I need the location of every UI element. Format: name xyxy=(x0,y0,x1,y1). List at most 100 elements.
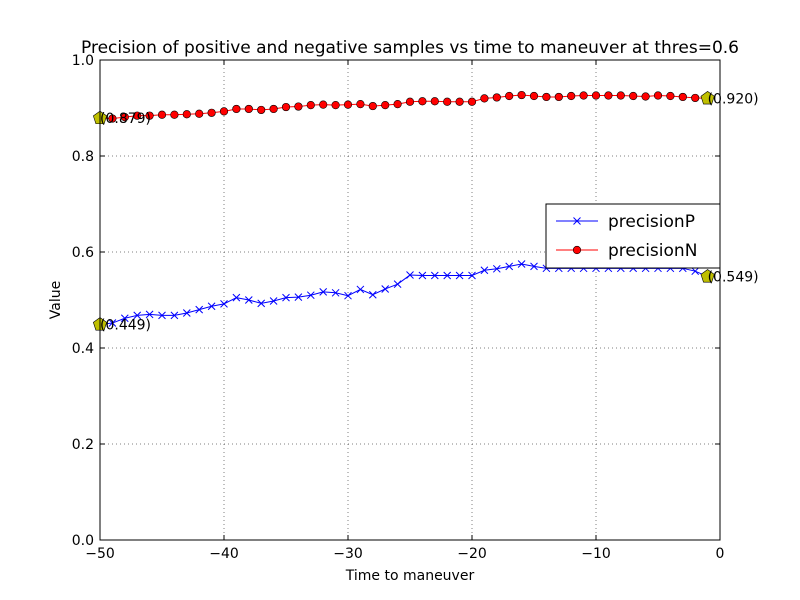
data-point-stroke xyxy=(505,262,514,271)
data-point-stroke xyxy=(530,262,538,271)
y-tick-label: 0.8 xyxy=(72,149,94,165)
data-point-stroke xyxy=(182,309,191,317)
data-point-stroke xyxy=(120,314,129,323)
data-point xyxy=(344,291,352,300)
data-point xyxy=(133,111,142,120)
annotation-label: (0.879) xyxy=(100,111,151,127)
legend-box xyxy=(545,203,721,269)
legend-item-precisionP: precisionP xyxy=(556,212,695,232)
legend-item-precisionN: precisionN xyxy=(556,241,697,261)
data-point xyxy=(666,91,675,101)
data-point xyxy=(430,97,439,106)
y-tick-label: 0.4 xyxy=(72,341,94,357)
data-point xyxy=(492,93,501,102)
data-point xyxy=(480,266,489,275)
data-point xyxy=(207,302,216,311)
data-point xyxy=(381,285,390,293)
data-point-stroke xyxy=(257,299,266,308)
data-point-stroke xyxy=(480,266,489,275)
data-point xyxy=(170,110,179,119)
x-tick-label: −50 xyxy=(85,546,115,562)
data-point-stroke xyxy=(195,305,204,314)
data-point xyxy=(641,92,650,101)
y-tick-label: 1.0 xyxy=(72,53,94,69)
data-point xyxy=(281,102,291,112)
legend: precisionP precisionN xyxy=(545,203,721,269)
series-precisionN xyxy=(95,90,712,123)
data-point xyxy=(306,101,315,110)
annotation-label: (0.449) xyxy=(100,317,151,333)
data-point xyxy=(269,297,278,305)
data-point-stroke xyxy=(381,285,390,293)
data-point xyxy=(120,314,129,323)
plot-area xyxy=(100,60,720,540)
data-point xyxy=(468,271,476,280)
data-point xyxy=(554,92,563,102)
data-point xyxy=(133,311,142,320)
data-point xyxy=(319,100,328,109)
data-point xyxy=(480,94,489,103)
data-point xyxy=(604,91,613,100)
data-point xyxy=(220,299,228,308)
data-point xyxy=(294,293,303,301)
data-point xyxy=(616,91,625,100)
x-tick-label: −30 xyxy=(333,546,363,562)
data-point-stroke xyxy=(232,293,241,302)
data-point xyxy=(455,271,464,280)
data-point-stroke xyxy=(294,293,303,301)
y-tick-label: 0.6 xyxy=(72,245,94,261)
data-point-stroke xyxy=(443,271,452,280)
data-point-stroke xyxy=(455,271,464,280)
data-point-stroke xyxy=(170,311,179,320)
data-point-stroke xyxy=(418,271,427,280)
data-point-stroke xyxy=(145,310,154,319)
data-point xyxy=(629,91,638,101)
data-point xyxy=(219,107,229,116)
data-point xyxy=(120,113,129,122)
data-point xyxy=(591,91,601,100)
data-point xyxy=(542,92,551,102)
data-point xyxy=(282,293,290,302)
data-point xyxy=(443,271,452,280)
y-tick-label: 0.0 xyxy=(72,533,94,549)
data-point xyxy=(505,91,514,101)
data-point xyxy=(294,102,303,111)
axes: −50 −40 −30 −20 −10 0 0.0 0.2 0.4 0.6 0.8 1.0 xyxy=(72,53,725,562)
data-point xyxy=(158,311,166,320)
data-point-stroke xyxy=(691,267,700,276)
y-tick-label: 0.2 xyxy=(72,437,94,453)
data-point-stroke xyxy=(158,311,166,320)
data-point xyxy=(381,101,390,110)
data-point xyxy=(232,293,241,302)
data-point xyxy=(195,109,204,118)
data-point xyxy=(418,97,427,106)
data-point-stroke xyxy=(406,271,414,279)
data-point-stroke xyxy=(492,264,501,273)
data-point xyxy=(157,110,167,119)
data-point xyxy=(319,287,328,296)
x-tick-label: −10 xyxy=(581,546,611,562)
data-point xyxy=(108,319,117,327)
data-point-stroke xyxy=(319,287,328,296)
data-point xyxy=(145,111,154,120)
plot-background xyxy=(100,60,720,540)
data-point-stroke xyxy=(430,271,439,280)
data-point-stroke xyxy=(368,290,377,299)
x-tick-label: −20 xyxy=(457,546,487,562)
data-point xyxy=(232,104,241,114)
data-point xyxy=(331,101,340,110)
chart-title: Precision of positive and negative sampl… xyxy=(81,38,739,58)
data-point xyxy=(505,262,514,271)
data-point xyxy=(170,311,179,320)
data-point xyxy=(195,305,204,314)
data-point-stroke xyxy=(331,288,340,297)
data-point xyxy=(653,91,663,100)
data-point-stroke xyxy=(244,296,253,304)
data-point xyxy=(244,296,253,304)
data-point xyxy=(430,271,439,280)
data-point-stroke xyxy=(133,311,142,320)
data-point xyxy=(306,291,315,300)
data-point xyxy=(406,271,414,279)
data-point xyxy=(207,108,216,117)
data-point xyxy=(393,280,402,289)
